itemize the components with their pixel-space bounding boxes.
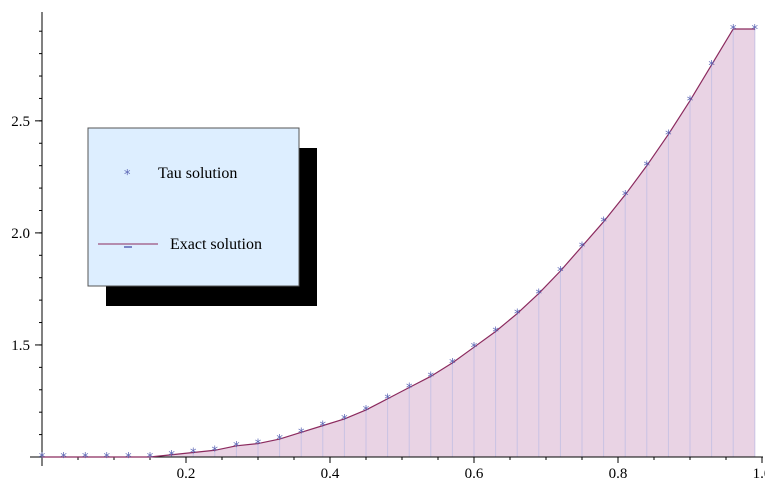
tau-solution-point: *	[579, 240, 586, 255]
tau-solution-point: *	[536, 287, 543, 302]
tau-solution-point: *	[428, 370, 435, 385]
tau-solution-point: *	[82, 451, 89, 466]
tau-solution-point: *	[190, 447, 197, 462]
tau-solution-point: *	[276, 433, 283, 448]
x-tick-label: 1.0	[753, 466, 765, 482]
tau-solution-point: *	[341, 413, 348, 428]
legend-tau-marker: *	[124, 168, 131, 183]
y-tick-label: 2.0	[11, 226, 30, 242]
tau-solution-point: *	[298, 426, 305, 441]
x-tick-label: 0.8	[609, 466, 628, 482]
tau-solution-point: *	[665, 128, 672, 143]
tau-solution-point: *	[492, 326, 499, 341]
tau-solution-point: *	[471, 341, 478, 356]
exact-solution-fill-area	[42, 28, 755, 457]
x-tick-label: 0.2	[177, 466, 196, 482]
exact-solution-area	[42, 28, 755, 457]
tau-solution-point: *	[39, 451, 46, 466]
tau-solution-point: *	[730, 23, 737, 38]
tau-solution-point: *	[600, 216, 607, 231]
tau-solution-point: *	[255, 438, 262, 453]
tau-solution-point: *	[168, 449, 175, 464]
legend: * Tau solution Exact solution	[87, 127, 317, 306]
tau-solution-point: *	[752, 23, 759, 38]
tau-solution-point: *	[514, 308, 521, 323]
tau-solution-point: *	[406, 382, 413, 397]
y-tick-label: 2.5	[11, 114, 30, 130]
ticks: 0.2 0.4 0.6 0.8 1.0 1.5 2.0 2.5	[11, 30, 765, 482]
tau-solution-point: *	[125, 451, 132, 466]
series-exact-solution	[42, 28, 755, 458]
tau-solution-point: *	[212, 444, 219, 459]
tau-solution-point: *	[708, 59, 715, 74]
tau-solution-point: *	[104, 451, 111, 466]
exact-solution-line	[42, 28, 755, 458]
legend-exact-label: Exact solution	[170, 236, 262, 253]
legend-tau-label: Tau solution	[158, 165, 237, 182]
tau-solution-point: *	[687, 95, 694, 110]
x-tick-label: 0.4	[321, 466, 340, 482]
tau-solution-point: *	[320, 420, 327, 435]
tau-solution-point: *	[363, 404, 370, 419]
tau-solution-point: *	[557, 265, 564, 280]
x-tick-label: 0.6	[465, 466, 484, 482]
tau-solution-point: *	[622, 189, 629, 204]
tau-solution-point: *	[60, 451, 67, 466]
y-tick-label: 1.5	[11, 338, 30, 354]
tau-solution-point: *	[147, 451, 154, 466]
drop-lines	[171, 28, 756, 457]
tau-solution-point: *	[233, 440, 240, 455]
series-tau-solution: * * * * * * * * * * * * * * * * * * * * * * * * * * * * * * * * * *	[39, 23, 759, 466]
tau-solution-point: *	[384, 393, 391, 408]
tau-solution-point: *	[644, 160, 651, 175]
legend-box	[87, 127, 300, 287]
tau-solution-point: *	[449, 357, 456, 372]
